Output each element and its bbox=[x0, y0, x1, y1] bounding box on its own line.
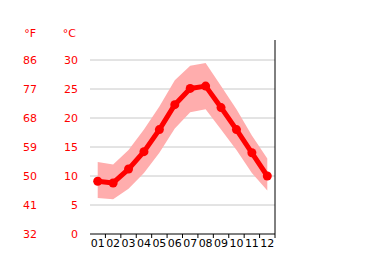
x-tick-label: 08 bbox=[199, 237, 213, 250]
point bbox=[93, 177, 102, 186]
range-band bbox=[98, 63, 268, 199]
x-tick-label: 03 bbox=[122, 237, 136, 250]
plot-area bbox=[93, 63, 272, 199]
y-tick-label: 15 bbox=[64, 141, 78, 154]
point bbox=[124, 165, 133, 174]
point bbox=[155, 125, 164, 134]
y2-tick-label: 77 bbox=[23, 83, 37, 96]
grid-line bbox=[90, 205, 275, 206]
chart: 05101520253032415059687786°C°F0102030405… bbox=[0, 0, 365, 273]
x-tick-label: 04 bbox=[137, 237, 151, 250]
grid-line bbox=[90, 60, 275, 61]
point bbox=[232, 125, 241, 134]
x-tick-label: 07 bbox=[183, 237, 197, 250]
x-tick-label: 01 bbox=[91, 237, 105, 250]
y-tick-label: 25 bbox=[64, 83, 78, 96]
x-tick-label: 10 bbox=[229, 237, 243, 250]
y2-tick-label: 59 bbox=[23, 141, 37, 154]
x-tick-label: 12 bbox=[260, 237, 274, 250]
right-axis bbox=[275, 40, 276, 234]
point bbox=[170, 100, 179, 109]
mean-line bbox=[98, 86, 268, 183]
point bbox=[201, 82, 210, 91]
y-tick-label: 5 bbox=[71, 199, 78, 212]
y2-tick-label: 50 bbox=[23, 170, 37, 183]
y-tick-label: 0 bbox=[71, 228, 78, 241]
x-tick bbox=[275, 234, 276, 238]
x-tick-label: 09 bbox=[214, 237, 228, 250]
y-axis-label: °C bbox=[63, 27, 77, 40]
y2-tick-label: 68 bbox=[23, 112, 37, 125]
x-tick-label: 06 bbox=[168, 237, 182, 250]
y-tick-label: 10 bbox=[64, 170, 78, 183]
point bbox=[109, 178, 118, 187]
point bbox=[139, 147, 148, 156]
y-tick-label: 30 bbox=[64, 54, 78, 67]
point bbox=[247, 148, 256, 157]
y2-tick-label: 32 bbox=[23, 228, 37, 241]
y2-axis-label: °F bbox=[24, 27, 36, 40]
point bbox=[217, 103, 226, 112]
point bbox=[263, 172, 272, 181]
y2-tick-label: 86 bbox=[23, 54, 37, 67]
x-tick-label: 11 bbox=[245, 237, 259, 250]
y2-tick-label: 41 bbox=[23, 199, 37, 212]
y-tick-label: 20 bbox=[64, 112, 78, 125]
x-tick-label: 02 bbox=[106, 237, 120, 250]
x-tick-label: 05 bbox=[152, 237, 166, 250]
point bbox=[186, 84, 195, 93]
